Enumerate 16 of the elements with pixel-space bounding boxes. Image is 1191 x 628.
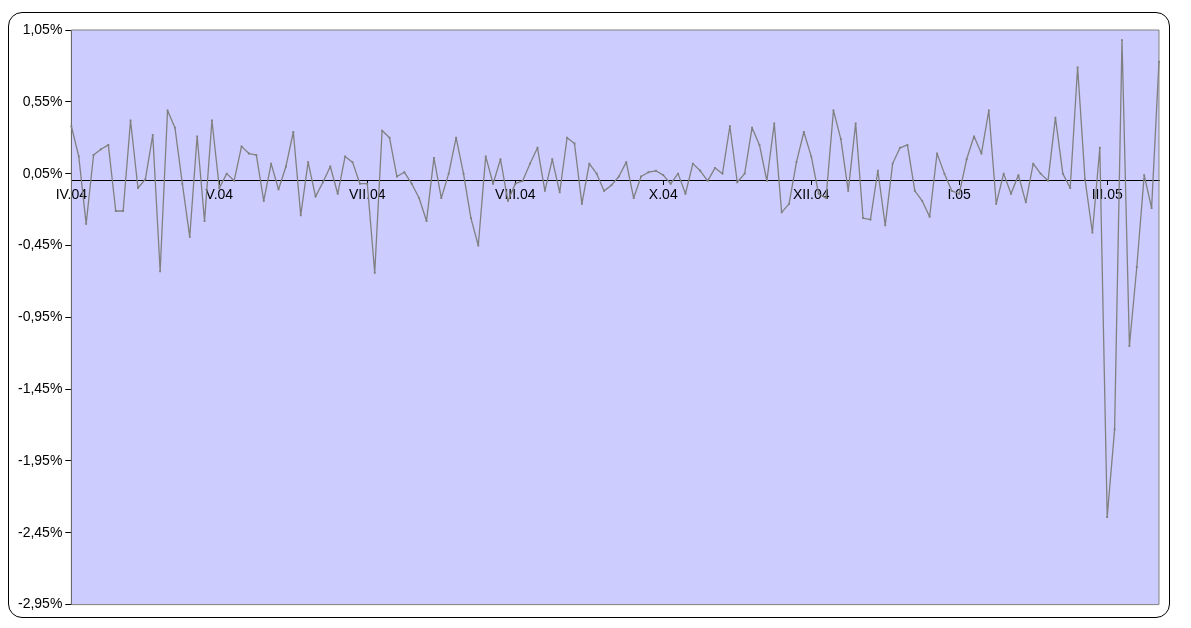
y-tick-label: 0,05% [22, 164, 63, 181]
y-tick-label: -2,45% [18, 523, 63, 540]
y-tick-label: -1,45% [18, 379, 63, 396]
x-tick-label: VII.04 [349, 186, 386, 203]
x-tick-label: III.05 [1091, 186, 1123, 203]
y-tick-label: 0,55% [22, 92, 63, 109]
y-tick-label: 1,05% [22, 20, 63, 37]
y-tick-label: -1,95% [18, 451, 63, 468]
x-tick-label: VIII.04 [495, 186, 536, 203]
x-tick-label: V.04 [205, 186, 234, 203]
y-tick-label: -2,95% [18, 595, 63, 612]
x-tick-label: XII.04 [792, 186, 830, 203]
y-tick-label: -0,45% [18, 236, 63, 253]
x-tick-label: X.04 [648, 186, 678, 203]
x-tick-label: I.05 [947, 186, 972, 203]
y-tick-label: -0,95% [18, 308, 63, 325]
